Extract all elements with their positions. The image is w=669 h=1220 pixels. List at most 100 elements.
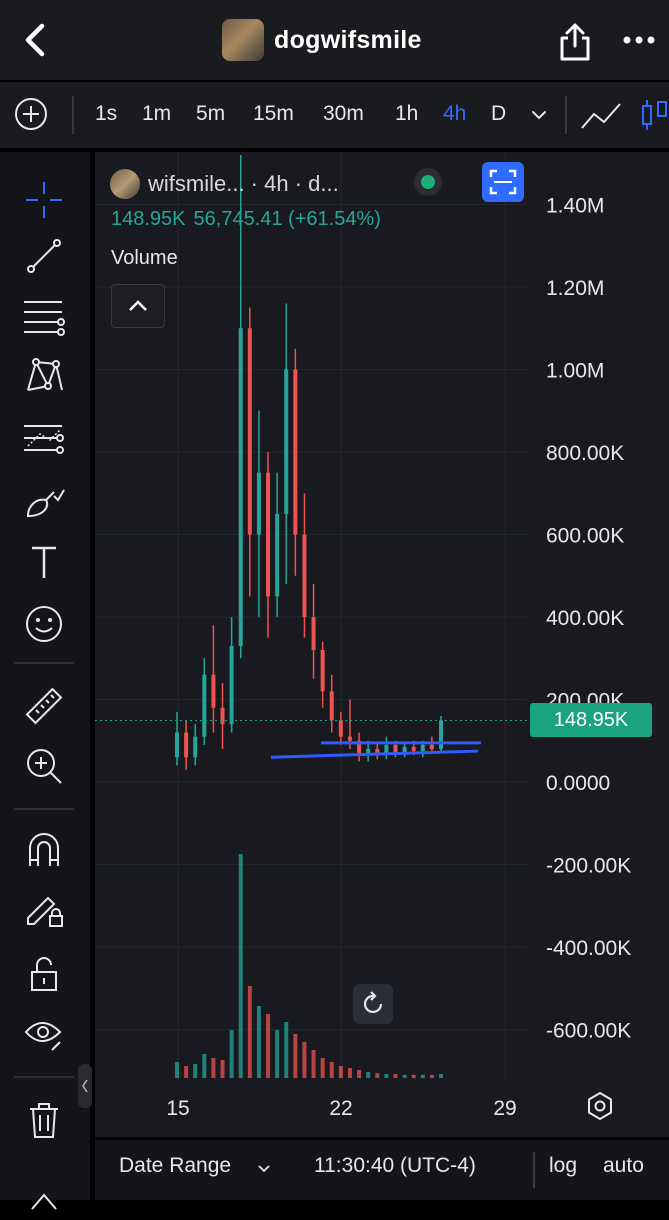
chevron-down-icon[interactable] <box>530 106 548 124</box>
symbol-legend[interactable]: wifsmile... · 4h · d... <box>110 166 339 202</box>
text-icon[interactable] <box>20 538 68 586</box>
volume-bar <box>175 1062 179 1078</box>
tab-5m[interactable]: 5m <box>196 102 226 125</box>
timeframe-bar: 1s 1m 5m 15m 30m 1h 4h D <box>0 82 669 148</box>
drawing-toolbar <box>0 152 90 1210</box>
token-avatar <box>222 19 264 61</box>
legend-collapse-button[interactable] <box>111 284 165 328</box>
volume-bar <box>311 1050 316 1078</box>
date-range-button[interactable]: Date Range <box>119 1154 232 1177</box>
candle-body <box>247 328 252 535</box>
volume-bar <box>247 986 252 1078</box>
candle-body <box>393 744 398 754</box>
share-icon[interactable] <box>557 22 593 62</box>
tab-1s[interactable]: 1s <box>95 102 118 125</box>
divider <box>533 1152 535 1188</box>
reset-chart-icon[interactable] <box>353 984 393 1024</box>
candle-body <box>402 746 407 754</box>
trash-icon[interactable] <box>20 1096 68 1144</box>
volume-bar <box>375 1073 380 1078</box>
candle-body <box>266 472 271 597</box>
volume-bar <box>347 1068 352 1078</box>
chart-pane[interactable]: 1.40M 1.20M 1.00M 800.00K 600.00K 400.00K 200.… <box>95 152 669 1137</box>
volume-bar <box>193 1064 198 1078</box>
forecast-icon[interactable] <box>20 414 68 462</box>
volume-bar <box>338 1066 343 1078</box>
plus-circle-icon[interactable] <box>14 97 48 131</box>
unlock-icon[interactable] <box>20 950 68 998</box>
chevron-left-icon[interactable] <box>16 20 56 60</box>
price-axis-label: 600.00K <box>546 525 624 548</box>
volume-bar <box>320 1058 325 1078</box>
candle-body <box>202 674 207 737</box>
drawn-support-line[interactable] <box>270 749 479 759</box>
more-horizontal-icon[interactable] <box>622 28 656 52</box>
toolbar-collapse-handle[interactable] <box>78 1064 92 1108</box>
volume-bar <box>384 1074 389 1078</box>
candle-body <box>329 691 334 721</box>
volume-bar <box>411 1074 416 1078</box>
tab-15m[interactable]: 15m <box>253 102 294 125</box>
divider <box>565 96 567 134</box>
market-status-icon <box>414 168 442 196</box>
brush-icon[interactable] <box>20 478 68 526</box>
price-chart[interactable]: 1.40M1.20M1.00M800.00K600.00K400.00K200.… <box>95 152 669 1137</box>
candle-body <box>220 707 225 725</box>
tab-30m[interactable]: 30m <box>323 102 364 125</box>
fullscreen-button[interactable] <box>482 162 524 202</box>
log-scale-toggle[interactable]: log <box>549 1154 578 1177</box>
volume-bar <box>220 1060 225 1078</box>
trend-line-icon[interactable] <box>20 232 68 280</box>
candle-body <box>284 369 289 514</box>
current-price-tag: 148.95K <box>530 703 652 737</box>
crosshair-icon[interactable] <box>20 176 68 224</box>
tab-1m[interactable]: 1m <box>142 102 172 125</box>
magnet-icon[interactable] <box>20 826 68 874</box>
chevron-down-icon[interactable] <box>257 1162 271 1176</box>
volume-bar <box>266 1014 271 1078</box>
price-axis-label: 800.00K <box>546 442 624 465</box>
candle-body <box>366 749 371 754</box>
candle-body <box>184 732 189 758</box>
candle-body <box>411 746 416 752</box>
clock-readout[interactable]: 11:30:40 (UTC-4) <box>314 1154 476 1177</box>
settings-icon[interactable] <box>584 1090 616 1122</box>
candle-body <box>229 645 234 725</box>
auto-scale-toggle[interactable]: auto <box>603 1154 644 1177</box>
lock-drawing-icon[interactable] <box>20 886 68 934</box>
pattern-icon[interactable] <box>20 352 68 400</box>
price-axis-label: -600.00K <box>546 1020 631 1043</box>
candle-body <box>238 328 243 646</box>
volume-bar <box>238 854 243 1078</box>
fib-lines-icon[interactable] <box>20 292 68 340</box>
price-change-readout: 148.95K 56,745.41 (+61.54%) <box>111 208 389 231</box>
volume-bar <box>329 1062 334 1078</box>
divider <box>14 662 74 664</box>
line-chart-icon[interactable] <box>580 100 622 130</box>
symbol-label: wifsmile... · 4h · d... <box>148 171 339 196</box>
emoji-icon[interactable] <box>20 600 68 648</box>
tab-4h[interactable]: 4h <box>443 102 467 125</box>
candle-body <box>375 749 380 756</box>
tab-1h[interactable]: 1h <box>395 102 419 125</box>
divider <box>72 96 74 134</box>
candle-body <box>175 732 179 758</box>
candle-body <box>211 674 216 708</box>
tab-d[interactable]: D <box>491 102 507 125</box>
more-tools-icon[interactable] <box>20 1172 68 1220</box>
candle-body <box>439 720 443 749</box>
candle-body <box>338 720 343 737</box>
price-axis-label: 1.00M <box>546 360 604 383</box>
app-header: dogwifsmile <box>0 0 669 80</box>
volume-bar <box>439 1074 443 1078</box>
volume-bar <box>357 1070 362 1078</box>
eye-icon[interactable] <box>20 1010 68 1058</box>
zoom-in-icon[interactable] <box>20 742 68 790</box>
volume-bar <box>211 1058 216 1078</box>
volume-bar <box>256 1006 261 1078</box>
ruler-icon[interactable] <box>20 682 68 730</box>
candle-body <box>384 744 389 756</box>
volume-bar <box>275 1030 280 1078</box>
candles-icon[interactable] <box>638 96 668 134</box>
volume-bar <box>284 1022 289 1078</box>
